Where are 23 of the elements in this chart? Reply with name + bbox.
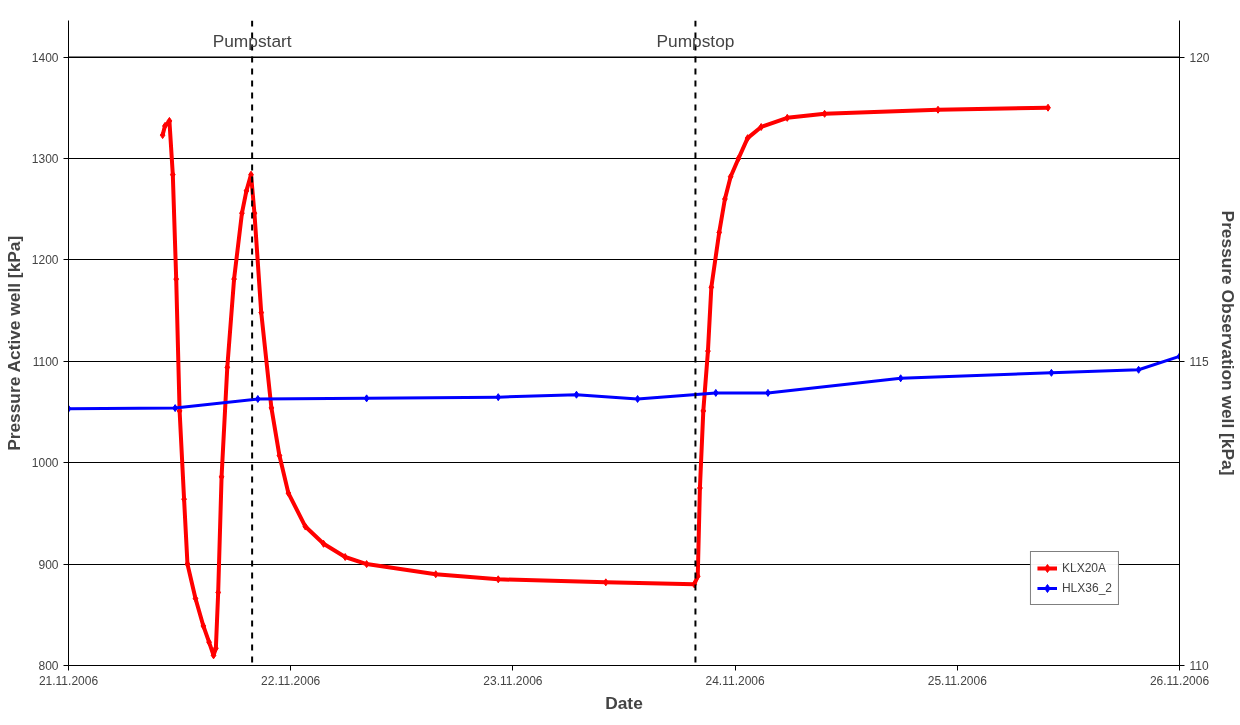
y2-tick-label: 120 [1189, 50, 1210, 65]
y2-axis-title: Pressure Observation well [kPa] [1217, 210, 1238, 476]
legend-label: KLX20A [1061, 561, 1106, 575]
ref-line-label: Pumpstop [656, 31, 735, 52]
y-tick-label: 1100 [32, 354, 59, 369]
y2-tick-label: 110 [1189, 659, 1209, 673]
ref-line-label: Pumpstart [212, 31, 292, 52]
y-tick-label: 1400 [31, 50, 59, 65]
x-tick-label: 26.11.2006 [1149, 673, 1210, 688]
y-axis-title: Pressure Active well [kPa] [3, 235, 24, 451]
legend-label: HLX36_2 [1061, 581, 1112, 595]
y-tick-label: 1200 [31, 253, 59, 268]
x-tick-label: 21.11.2006 [38, 673, 99, 688]
y2-tick-label: 115 [1189, 354, 1209, 369]
y-tick-label: 800 [38, 659, 59, 673]
x-axis-title: Date [605, 692, 644, 713]
y-tick-label: 1300 [31, 151, 59, 166]
x-tick-label: 24.11.2006 [705, 673, 766, 688]
x-tick-label: 22.11.2006 [261, 673, 321, 688]
y-tick-label: 1000 [31, 456, 59, 471]
x-tick-label: 25.11.2006 [927, 673, 988, 688]
y-tick-label: 900 [38, 557, 59, 572]
x-tick-label: 23.11.2006 [483, 673, 543, 688]
